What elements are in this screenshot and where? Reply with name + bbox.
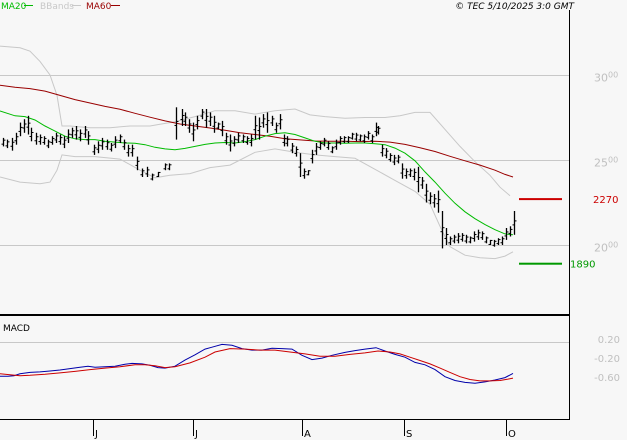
resistance-level-line bbox=[519, 198, 562, 201]
month-label: J bbox=[194, 429, 198, 440]
panel-separator bbox=[0, 314, 570, 316]
month-label: O bbox=[508, 429, 516, 440]
ma60-line bbox=[0, 84, 514, 178]
month-label: S bbox=[406, 429, 412, 440]
price-axis-label: 2500 bbox=[594, 156, 618, 170]
month-label: J bbox=[94, 429, 98, 440]
support-level-line bbox=[519, 262, 562, 265]
legend-ma60-label: MA60 bbox=[86, 2, 112, 12]
ohlc-bars bbox=[1, 107, 517, 249]
price-axis-label: 2000 bbox=[594, 241, 618, 255]
legend-bbands-label: BBands bbox=[40, 2, 74, 12]
price-axis-label: 3000 bbox=[594, 71, 618, 85]
macd-axis-label: 0.20 bbox=[598, 335, 620, 346]
signal-polyline bbox=[0, 348, 514, 382]
copyright-timestamp: © TEC 5/10/2025 3:0 GMT bbox=[455, 2, 575, 12]
resistance-level-label: 2270 bbox=[593, 195, 618, 206]
ma60-polyline bbox=[0, 84, 514, 178]
legend: MA20 BBands MA60 bbox=[1, 2, 120, 12]
macd-axis-labels: 0.20 -0.20 -0.60 bbox=[594, 335, 620, 384]
support-resistance-levels: 2270 1890 bbox=[519, 195, 618, 271]
macd-axis-label: -0.20 bbox=[594, 354, 620, 365]
macd-axis-label: -0.60 bbox=[594, 373, 620, 384]
legend-ma20-label: MA20 bbox=[1, 2, 27, 12]
macd-panel-title: MACD bbox=[3, 324, 30, 334]
support-level-label: 1890 bbox=[570, 260, 595, 271]
price-axis-labels: 3000 2500 2000 bbox=[594, 71, 618, 255]
month-label: A bbox=[304, 429, 311, 440]
bband-upper-line bbox=[0, 45, 511, 197]
macd-lines bbox=[0, 343, 514, 384]
